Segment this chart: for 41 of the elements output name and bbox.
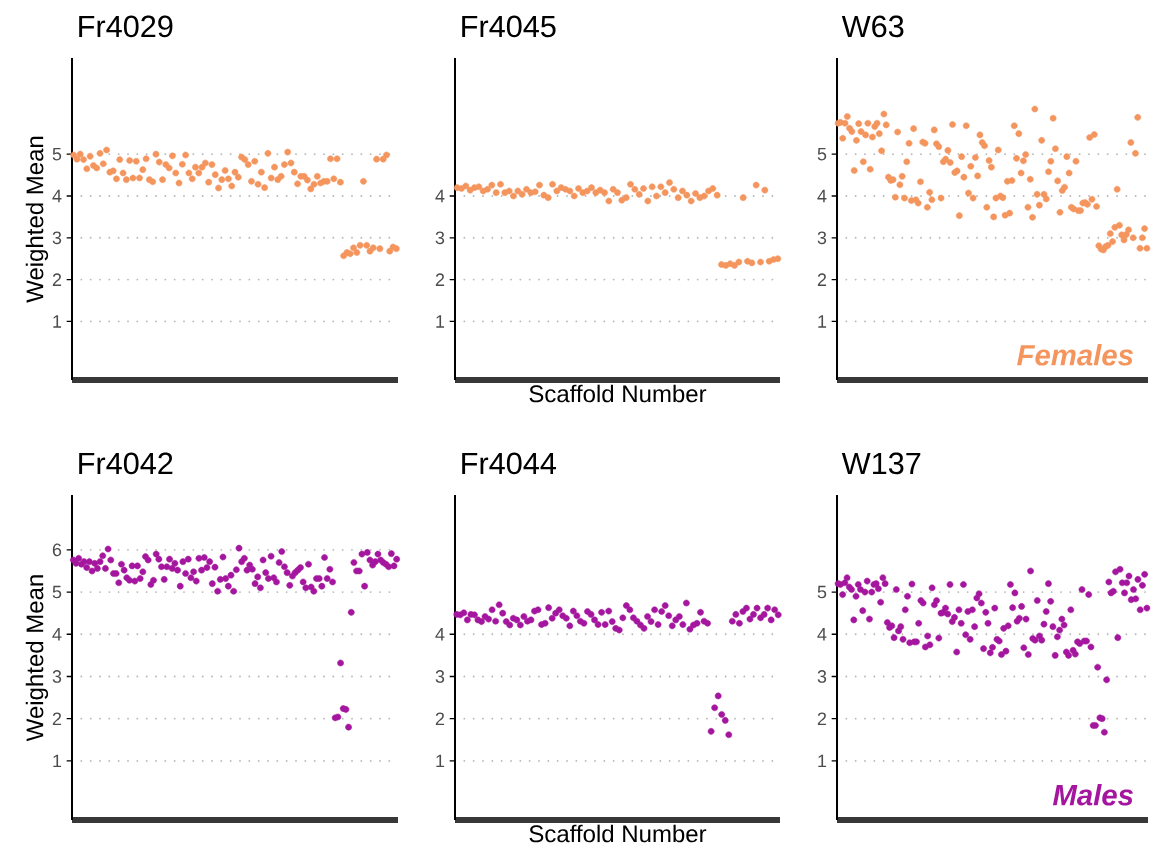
y-tick-label: 5 (52, 147, 62, 161)
y-tick-label: 4 (52, 189, 62, 203)
chart-title: Fr4042 (79, 452, 173, 475)
y-tick-label: 3 (52, 670, 62, 683)
chart-title: W63 (841, 15, 904, 38)
y-tick-label: 3 (817, 670, 827, 683)
y-tick-label: 3 (435, 670, 445, 683)
x-axis-title: Scaffold Number (529, 824, 707, 843)
y-tick-label: 6 (52, 543, 62, 557)
chart-title: Fr4045 (462, 15, 556, 38)
y-tick-label: 2 (52, 712, 62, 725)
chart-title: Fr4044 (462, 452, 556, 475)
y-tick-label: 5 (817, 585, 827, 599)
y-axis-title: Weighted Mean (25, 575, 49, 742)
chart-title: W137 (841, 452, 921, 475)
y-tick-label: 1 (436, 754, 445, 768)
y-tick-label: 2 (435, 273, 445, 286)
y-tick-label: 2 (817, 712, 827, 725)
y-tick-label: 4 (435, 628, 445, 641)
y-tick-label: 1 (436, 315, 445, 328)
y-tick-label: 3 (817, 231, 827, 245)
y-tick-label: 3 (52, 231, 62, 245)
x-axis-title: Scaffold Number (529, 384, 707, 403)
y-tick-label: 1 (818, 754, 827, 768)
annotation: Males (1052, 783, 1133, 806)
chart-title: Fr4029 (79, 15, 173, 38)
y-tick-label: 1 (53, 315, 62, 328)
y-tick-label: 5 (52, 585, 62, 599)
y-axis-title: Weighted Mean (25, 136, 49, 303)
y-tick-label: 1 (818, 315, 827, 328)
y-tick-label: 4 (435, 189, 445, 203)
y-tick-label: 4 (817, 628, 827, 641)
y-tick-label: 2 (52, 273, 62, 286)
y-tick-label: 5 (817, 147, 827, 161)
y-tick-label: 2 (435, 712, 445, 725)
annotation: Females (1017, 344, 1133, 366)
y-tick-label: 1 (53, 754, 62, 768)
y-tick-label: 2 (817, 273, 827, 286)
y-tick-label: 4 (52, 628, 62, 641)
y-tick-label: 3 (435, 231, 445, 245)
y-tick-label: 4 (817, 189, 827, 203)
